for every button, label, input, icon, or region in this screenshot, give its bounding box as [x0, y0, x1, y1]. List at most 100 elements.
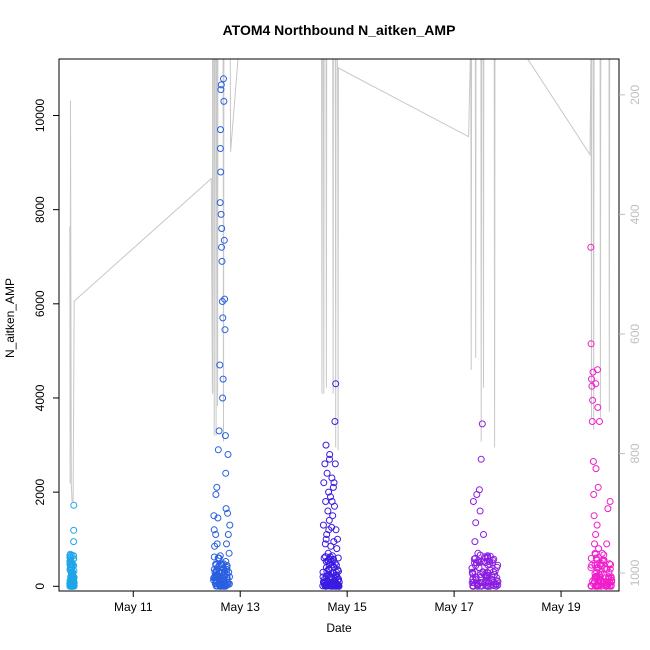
data-point	[607, 561, 615, 569]
data-point	[602, 566, 610, 573]
data-point	[322, 441, 330, 449]
data-point	[217, 81, 225, 89]
data-point	[325, 526, 333, 534]
x-tick-label: May 17	[434, 600, 474, 614]
data-point	[212, 491, 220, 498]
data-point	[488, 571, 496, 579]
x-axis-label: Date	[326, 621, 352, 635]
data-point	[472, 573, 480, 581]
y-tick-label: 10000	[33, 98, 47, 132]
data-point	[218, 243, 225, 251]
data-point	[470, 555, 478, 563]
y-tick-label: 0	[33, 583, 47, 590]
data-point	[494, 561, 502, 569]
data-point	[225, 549, 233, 557]
x-tick-label: May 11	[114, 600, 153, 614]
data-point	[224, 451, 232, 458]
data-point	[215, 561, 223, 569]
data-point	[319, 582, 327, 590]
data-point	[472, 562, 480, 570]
data-point	[320, 479, 328, 487]
data-point	[324, 507, 332, 515]
data-point	[596, 573, 604, 581]
data-point	[224, 531, 232, 538]
data-point	[469, 582, 477, 590]
data-point	[223, 574, 231, 582]
data-point	[588, 375, 595, 383]
data-point	[66, 581, 74, 589]
data-point	[223, 540, 230, 548]
chart-title: ATOM4 Northbound N_aitken_AMP	[223, 22, 456, 38]
y2-tick-label: 400	[628, 204, 642, 224]
data-point	[481, 559, 489, 567]
y2-tick-label: 800	[628, 443, 642, 463]
data-point	[217, 210, 225, 218]
data-point	[219, 582, 227, 590]
data-point	[605, 574, 613, 582]
data-point	[222, 469, 230, 477]
profile-line-layer	[69, 59, 611, 502]
data-point	[334, 554, 342, 562]
data-point	[212, 531, 220, 538]
data-point	[326, 455, 333, 463]
data-point	[593, 521, 601, 529]
data-point	[493, 577, 501, 585]
y2-tick-label: 1000	[628, 559, 642, 586]
data-point	[332, 526, 340, 534]
data-point	[66, 560, 74, 568]
data-point	[593, 556, 601, 564]
data-point	[593, 561, 601, 569]
data-point	[216, 569, 224, 577]
data-point	[491, 567, 499, 575]
data-point	[475, 486, 483, 494]
data-point	[325, 561, 333, 569]
data-point	[217, 126, 224, 134]
data-point	[332, 571, 340, 579]
data-point	[68, 568, 76, 576]
data-point	[484, 552, 492, 560]
data-point	[212, 576, 220, 584]
data-point	[335, 578, 343, 586]
data-point	[597, 578, 605, 586]
data-point	[68, 559, 76, 567]
data-point	[329, 483, 337, 491]
y2-tick-label: 600	[628, 324, 642, 344]
data-point	[220, 236, 228, 244]
data-point	[472, 559, 480, 567]
y-axis-label: N_aitken_AMP	[3, 278, 17, 358]
data-point	[327, 493, 334, 501]
data-point	[218, 225, 226, 232]
data-point	[589, 396, 597, 404]
data-point	[210, 526, 218, 534]
data-point	[594, 366, 601, 374]
data-point	[210, 553, 218, 561]
data-point	[219, 375, 227, 383]
data-point	[66, 553, 74, 561]
data-point	[595, 545, 603, 553]
data-point	[335, 567, 342, 575]
series-flight1	[66, 501, 78, 590]
data-point	[210, 512, 218, 520]
data-point	[220, 97, 228, 105]
data-point	[600, 551, 608, 559]
scatter-points-layer	[66, 75, 616, 590]
data-point	[69, 572, 77, 580]
data-point	[219, 314, 227, 322]
data-point	[330, 538, 338, 546]
data-point	[475, 580, 483, 587]
data-point	[592, 465, 600, 473]
data-point	[214, 514, 222, 522]
data-point	[591, 540, 598, 548]
data-point	[220, 75, 227, 83]
data-point	[319, 521, 327, 529]
data-point	[218, 298, 226, 305]
data-point	[321, 581, 329, 589]
data-point	[594, 403, 602, 411]
data-point	[590, 580, 597, 588]
data-point	[590, 491, 598, 498]
series-flight2	[210, 75, 234, 590]
data-point	[216, 199, 224, 207]
data-point	[222, 505, 230, 513]
x-tick-label: May 13	[221, 600, 261, 614]
